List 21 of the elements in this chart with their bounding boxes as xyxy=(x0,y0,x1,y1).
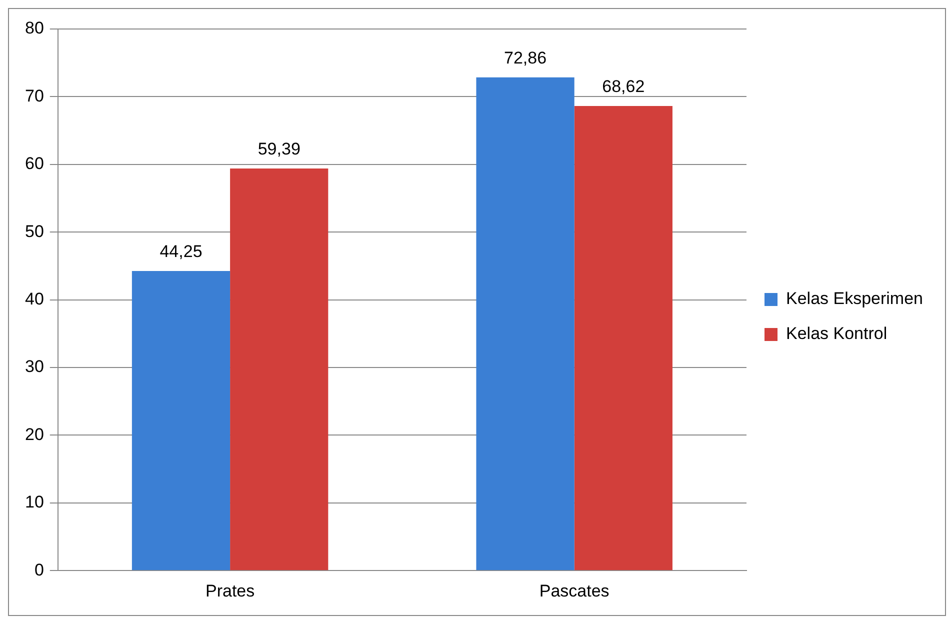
y-tick-label: 20 xyxy=(24,424,44,444)
bar xyxy=(132,271,230,570)
y-tick-label: 80 xyxy=(24,18,44,38)
legend-label: Kelas Eksperimen xyxy=(786,289,924,308)
bar xyxy=(476,77,574,570)
y-tick-label: 70 xyxy=(24,86,44,106)
x-tick-label: Prates xyxy=(205,581,255,600)
y-tick-label: 0 xyxy=(34,560,44,580)
y-tick-label: 40 xyxy=(24,289,44,308)
legend-label: Kelas Kontrol xyxy=(786,324,888,344)
y-tick-label: 10 xyxy=(24,492,44,512)
data-label: 44,25 xyxy=(160,242,202,262)
y-tick-label: 60 xyxy=(24,154,44,174)
y-tick-label: 50 xyxy=(24,222,44,241)
data-label: 72,86 xyxy=(504,48,547,68)
data-label: 68,62 xyxy=(602,77,645,96)
bar xyxy=(574,106,672,570)
y-tick-label: 30 xyxy=(24,357,44,376)
bar xyxy=(230,168,328,570)
x-tick-label: Pascates xyxy=(539,581,610,600)
data-label: 59,39 xyxy=(258,140,300,159)
